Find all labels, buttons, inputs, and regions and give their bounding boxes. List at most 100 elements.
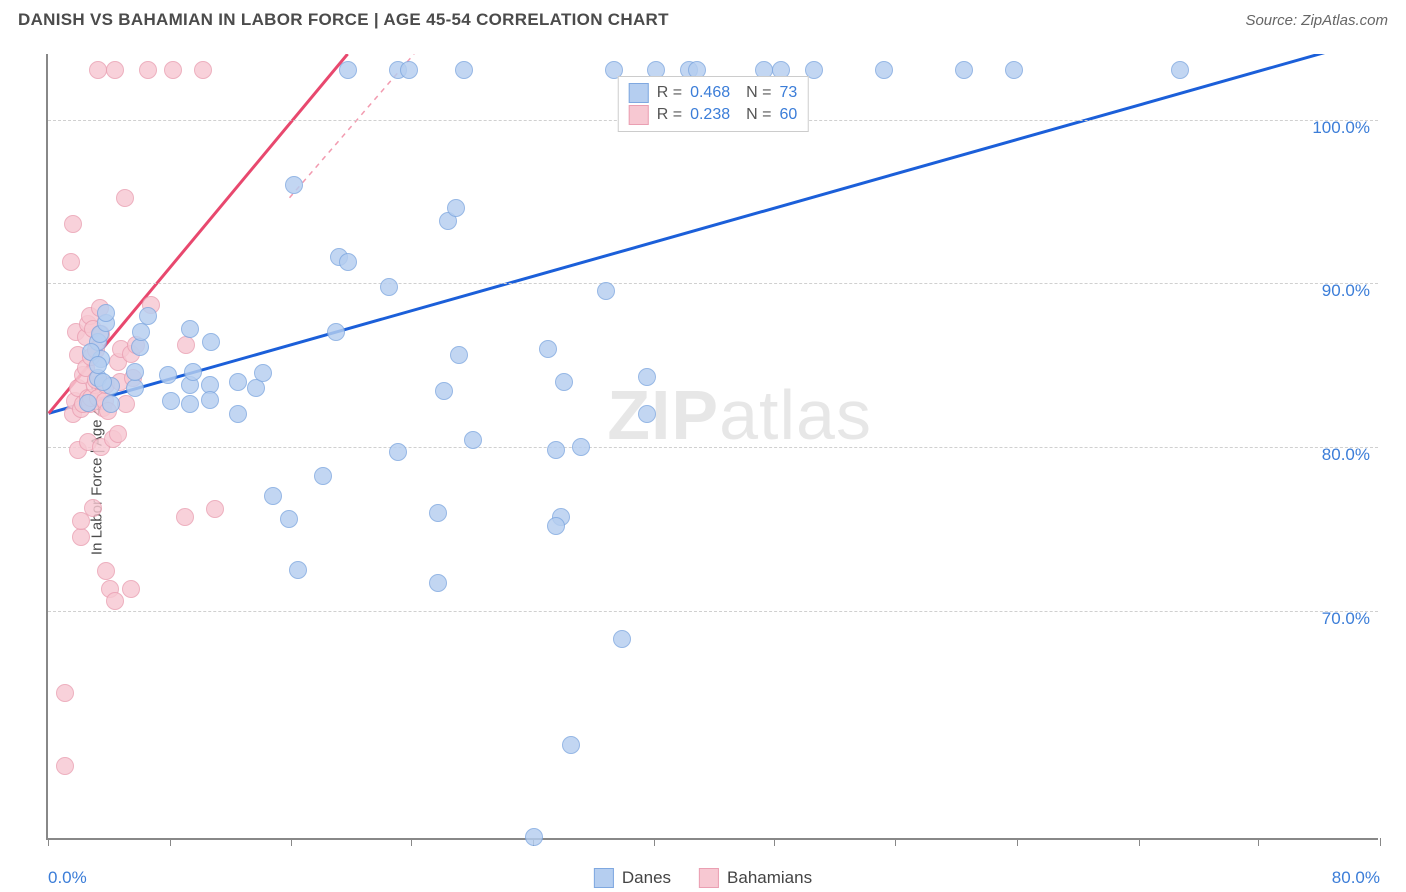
data-point <box>389 443 407 461</box>
legend-r-value: 0.468 <box>690 84 730 102</box>
legend-series-name: Danes <box>622 868 671 888</box>
correlation-legend: R = 0.468 N = 73 R = 0.238 N = 60 <box>618 76 809 132</box>
gridline <box>48 283 1378 284</box>
data-point <box>126 379 144 397</box>
y-tick-label: 80.0% <box>1322 445 1370 465</box>
data-point <box>547 441 565 459</box>
y-tick-label: 90.0% <box>1322 281 1370 301</box>
legend-series-name: Bahamians <box>727 868 812 888</box>
data-point <box>875 61 893 79</box>
data-point <box>109 425 127 443</box>
data-point <box>955 61 973 79</box>
data-point <box>162 392 180 410</box>
gridline <box>48 447 1378 448</box>
data-point <box>139 61 157 79</box>
data-point <box>597 282 615 300</box>
x-tick-mark <box>654 838 655 846</box>
data-point <box>126 363 144 381</box>
trend-lines-layer <box>48 54 1378 838</box>
data-point <box>400 61 418 79</box>
data-point <box>1005 61 1023 79</box>
legend-item: Bahamians <box>699 868 812 888</box>
x-axis-max-label: 80.0% <box>1332 868 1380 888</box>
legend-r-value: 0.238 <box>690 106 730 124</box>
data-point <box>97 562 115 580</box>
legend-r-label: R = <box>657 106 682 124</box>
x-axis-min-label: 0.0% <box>48 868 87 888</box>
x-tick-mark <box>170 838 171 846</box>
data-point <box>555 373 573 391</box>
chart-container: In Labor Force | Age 45-54 ZIPatlas R =0… <box>0 40 1406 892</box>
x-tick-mark <box>895 838 896 846</box>
data-point <box>1171 61 1189 79</box>
data-point <box>562 736 580 754</box>
data-point <box>455 61 473 79</box>
data-point <box>339 253 357 271</box>
data-point <box>56 684 74 702</box>
data-point <box>638 368 656 386</box>
data-point <box>429 574 447 592</box>
data-point <box>254 364 272 382</box>
data-point <box>447 199 465 217</box>
data-point <box>181 395 199 413</box>
data-point <box>184 363 202 381</box>
x-tick-mark <box>411 838 412 846</box>
data-point <box>139 307 157 325</box>
data-point <box>56 757 74 775</box>
x-tick-mark <box>1139 838 1140 846</box>
x-tick-mark <box>48 838 49 846</box>
data-point <box>79 394 97 412</box>
legend-n-value: 73 <box>779 84 797 102</box>
data-point <box>327 323 345 341</box>
data-point <box>572 438 590 456</box>
data-point <box>229 405 247 423</box>
legend-item: Danes <box>594 868 671 888</box>
data-point <box>106 61 124 79</box>
data-point <box>264 487 282 505</box>
data-point <box>206 500 224 518</box>
y-tick-label: 70.0% <box>1322 609 1370 629</box>
data-point <box>429 504 447 522</box>
legend-n-label: N = <box>746 84 771 102</box>
data-point <box>339 61 357 79</box>
data-point <box>62 253 80 271</box>
data-point <box>102 395 120 413</box>
data-point <box>106 592 124 610</box>
data-point <box>64 215 82 233</box>
data-point <box>94 373 112 391</box>
legend-n-value: 60 <box>779 106 797 124</box>
legend-swatch <box>629 83 649 103</box>
data-point <box>435 382 453 400</box>
data-point <box>164 61 182 79</box>
data-point <box>89 356 107 374</box>
legend-n-label: N = <box>746 106 771 124</box>
data-point <box>202 333 220 351</box>
data-point <box>116 189 134 207</box>
data-point <box>159 366 177 384</box>
data-point <box>181 320 199 338</box>
x-tick-mark <box>1380 838 1381 846</box>
data-point <box>285 176 303 194</box>
data-point <box>132 323 150 341</box>
data-point <box>314 467 332 485</box>
data-point <box>613 630 631 648</box>
data-point <box>464 431 482 449</box>
series-legend: Danes Bahamians <box>594 868 812 888</box>
data-point <box>201 391 219 409</box>
data-point <box>229 373 247 391</box>
data-point <box>97 304 115 322</box>
plot-area: ZIPatlas R =0.468N =73R =0.238N =60 70.0… <box>46 54 1378 840</box>
data-point <box>194 61 212 79</box>
data-point <box>380 278 398 296</box>
data-point <box>122 580 140 598</box>
data-point <box>638 405 656 423</box>
data-point <box>176 508 194 526</box>
data-point <box>177 336 195 354</box>
data-point <box>539 340 557 358</box>
x-tick-mark <box>1017 838 1018 846</box>
data-point <box>280 510 298 528</box>
gridline <box>48 611 1378 612</box>
legend-swatch <box>594 868 614 888</box>
legend-r-label: R = <box>657 84 682 102</box>
data-point <box>84 499 102 517</box>
